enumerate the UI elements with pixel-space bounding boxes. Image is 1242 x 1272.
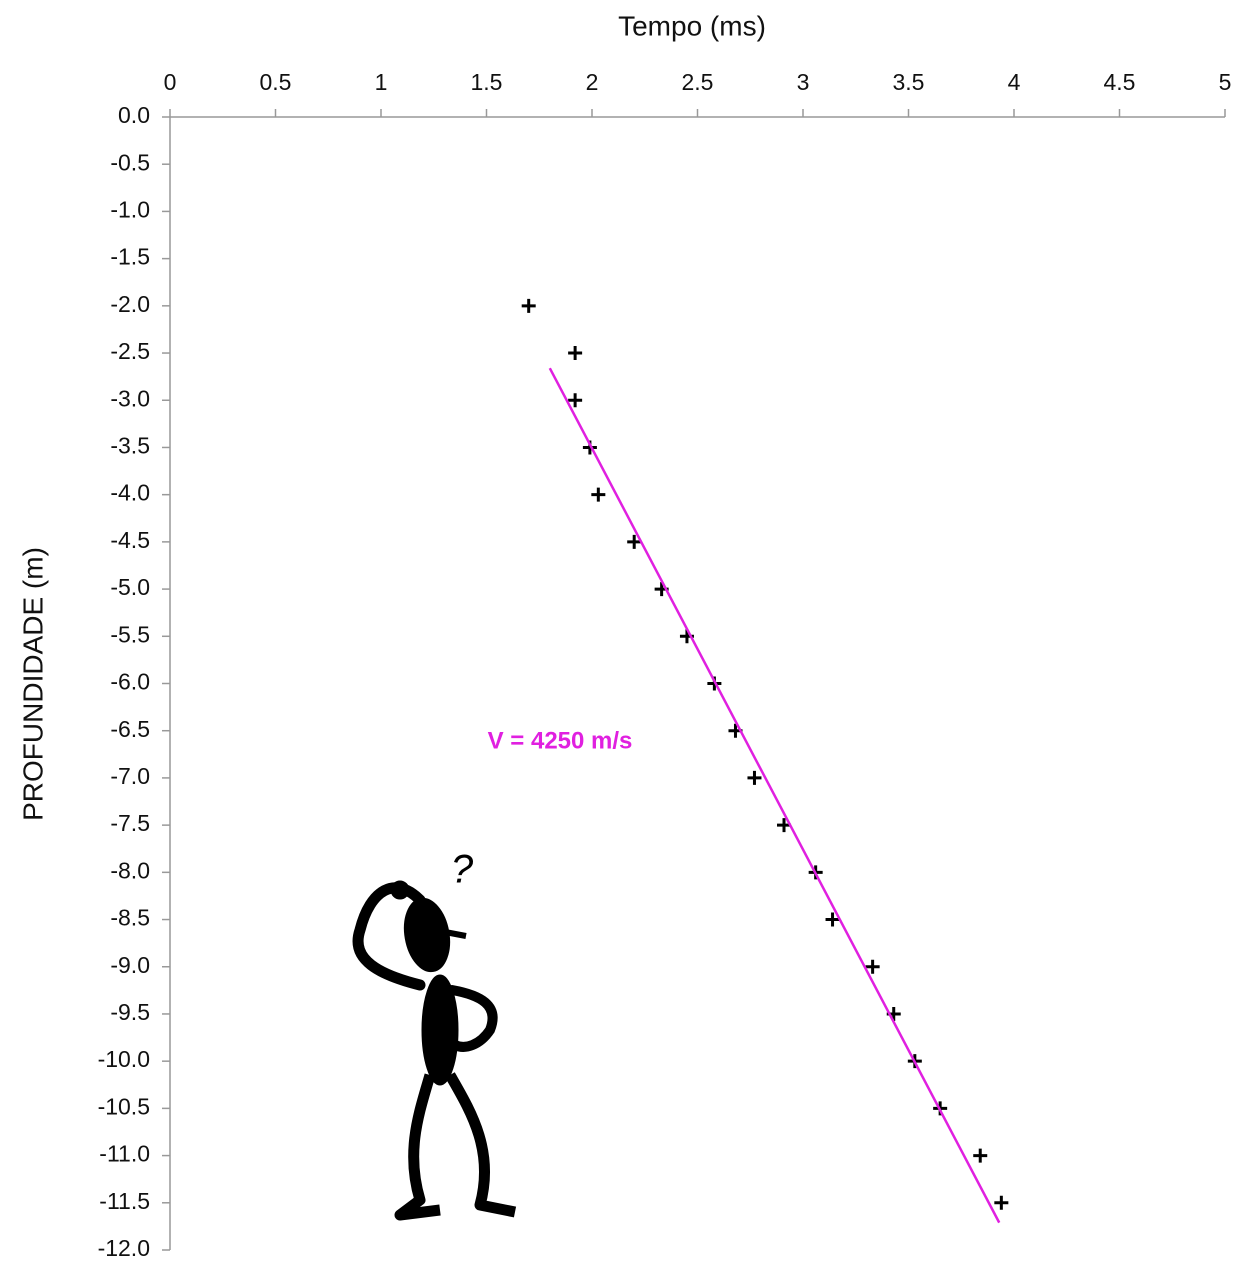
y-tick-label: -10.0 [98,1046,150,1072]
y-tick-label: -1.5 [110,244,150,270]
x-tick-label: 4.5 [1104,69,1136,95]
data-point [627,534,642,549]
data-point [865,959,880,974]
x-tick-label: 3.5 [893,69,925,95]
stick-figure [352,880,517,1221]
x-tick-label: 2.5 [682,69,714,95]
y-tick-label: -3.5 [110,433,150,459]
y-tick-label: -2.0 [110,291,150,317]
y-tick-label: -9.5 [110,999,150,1025]
data-point [973,1148,988,1163]
data-point [568,346,583,361]
y-tick-label: -10.5 [98,1093,150,1119]
y-axis-label: PROFUNDIDADE (m) [17,547,48,821]
x-tick-label: 3 [797,69,810,95]
fit-line [548,367,1001,1224]
y-tick-label: -4.0 [110,480,150,506]
y-tick-label: -5.5 [110,621,150,647]
y-tick-label: -9.0 [110,952,150,978]
data-point [568,393,583,408]
chart-title: Tempo (ms) [618,10,766,41]
y-tick-label: -2.5 [110,338,150,364]
y-tick-label: -4.5 [110,527,150,553]
y-tick-label: 0.0 [118,102,150,128]
x-tick-label: 1 [375,69,388,95]
y-tick-label: -8.0 [110,857,150,883]
y-tick-label: -5.0 [110,574,150,600]
x-tick-label: 0.5 [260,69,292,95]
data-point [521,298,536,313]
y-tick-label: -1.0 [110,196,150,222]
data-point [777,818,792,833]
y-tick-label: -7.0 [110,763,150,789]
annotation: V = 4250 m/s [488,727,633,754]
data-point [825,912,840,927]
y-tick-label: -6.5 [110,716,150,742]
annotation: ? [451,848,474,892]
x-tick-label: 1.5 [471,69,503,95]
y-tick-label: -8.5 [110,905,150,931]
data-point [591,487,606,502]
y-tick-label: -11.5 [99,1188,150,1214]
y-tick-label: -6.0 [110,669,150,695]
data-point [747,770,762,785]
y-tick-label: -12.0 [98,1235,150,1261]
x-tick-label: 5 [1219,69,1232,95]
y-tick-label: -7.5 [110,810,150,836]
y-tick-label: -0.5 [110,149,150,175]
x-tick-label: 0 [164,69,177,95]
data-point [994,1195,1009,1210]
x-tick-label: 4 [1008,69,1021,95]
x-tick-label: 2 [586,69,599,95]
y-tick-label: -3.0 [110,385,150,411]
y-tick-label: -11.0 [99,1141,150,1167]
